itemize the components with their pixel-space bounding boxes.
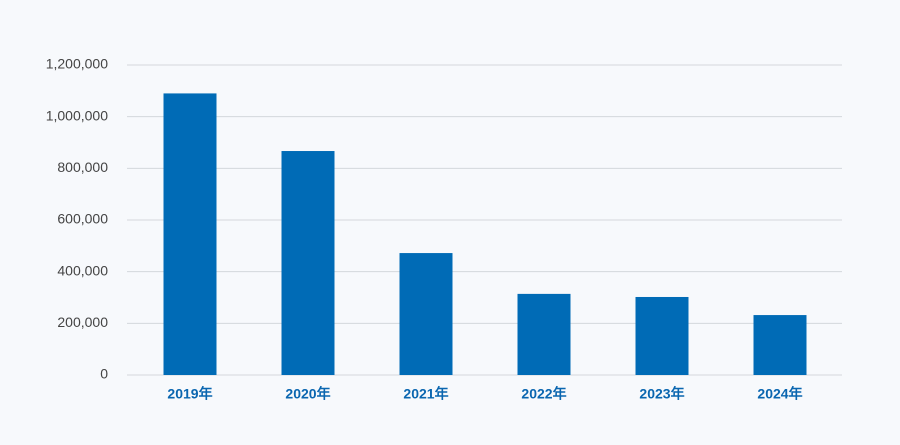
bar: [635, 296, 689, 375]
x-tick-label: 2021年: [403, 386, 448, 402]
y-tick-label: 800,000: [57, 159, 108, 175]
bar: [163, 93, 217, 376]
y-tick-label: 1,200,000: [46, 56, 108, 72]
x-tick-label: 2024年: [757, 386, 802, 402]
x-tick-label: 2023年: [639, 386, 684, 402]
x-tick-label: 2022年: [521, 386, 566, 402]
y-tick-label: 1,000,000: [46, 107, 108, 123]
y-tick-label: 200,000: [57, 314, 108, 330]
y-tick-label: 400,000: [57, 262, 108, 278]
y-tick-label: 600,000: [57, 211, 108, 227]
bar: [517, 293, 571, 375]
x-tick-label: 2019年: [167, 386, 212, 402]
bar: [399, 253, 453, 375]
x-tick-label: 2020年: [285, 386, 330, 402]
bar: [281, 151, 335, 375]
bar: [753, 315, 807, 375]
y-tick-label: 0: [100, 366, 108, 382]
